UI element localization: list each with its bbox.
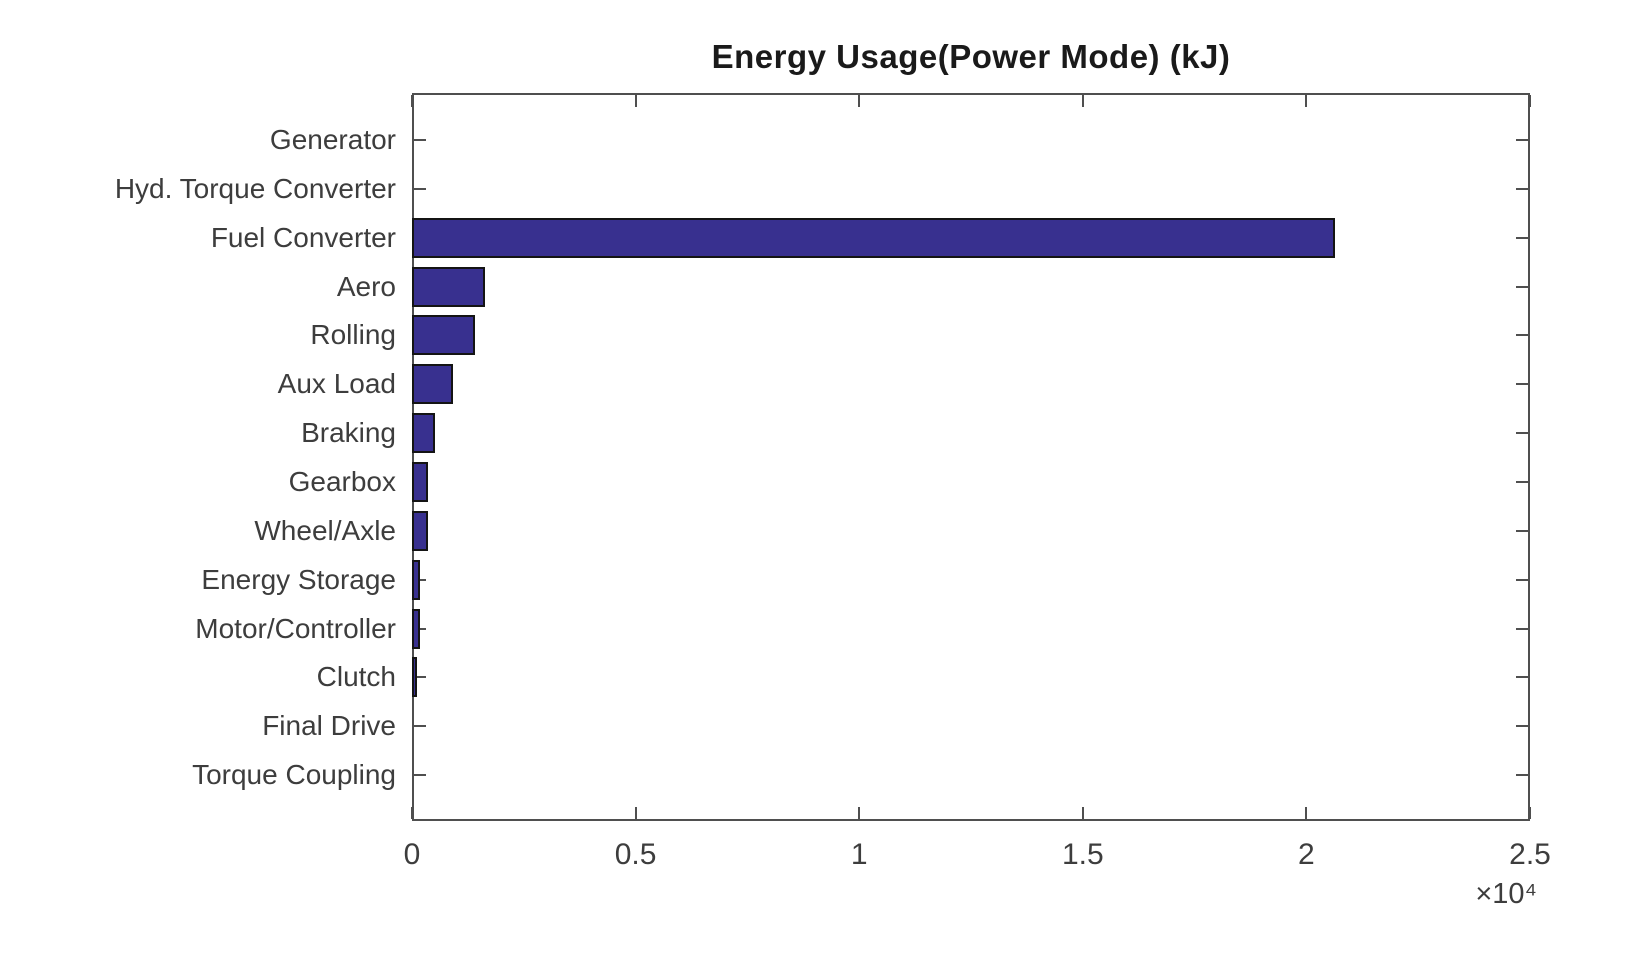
y-tick-mark-right bbox=[1516, 578, 1528, 581]
y-axis-label-hyd-torque-converter: Hyd. Torque Converter bbox=[114, 172, 396, 204]
y-axis-label-gearbox: Gearbox bbox=[288, 465, 396, 497]
x-tick-mark-top bbox=[634, 95, 637, 107]
y-axis-label-braking: Braking bbox=[301, 417, 396, 449]
bar-wheel-axle bbox=[412, 510, 428, 551]
y-tick-mark-left bbox=[414, 676, 426, 679]
y-tick-mark-right bbox=[1516, 725, 1528, 728]
y-tick-mark-right bbox=[1516, 529, 1528, 532]
bar-rolling bbox=[412, 315, 475, 356]
x-tick-mark-top bbox=[1305, 95, 1308, 107]
y-tick-mark-left bbox=[414, 139, 426, 141]
x-tick-mark-bottom bbox=[858, 807, 861, 819]
bar-braking bbox=[412, 413, 435, 454]
x-tick-label: 1 bbox=[850, 838, 868, 871]
x-tick-mark-top bbox=[1529, 95, 1531, 107]
y-tick-mark-right bbox=[1516, 480, 1528, 483]
bar-motor-controller bbox=[412, 608, 420, 649]
y-axis-label-aero: Aero bbox=[336, 270, 396, 302]
x-tick-mark-top bbox=[1081, 95, 1084, 107]
bar-fuel-converter bbox=[412, 217, 1335, 258]
y-axis-label-generator: Generator bbox=[269, 124, 396, 155]
x-tick-mark-top bbox=[858, 95, 861, 107]
y-axis-label-wheel-axle: Wheel/Axle bbox=[254, 514, 396, 546]
y-tick-mark-right bbox=[1516, 383, 1528, 386]
bar-energy-storage bbox=[412, 559, 420, 600]
y-axis-label-clutch: Clutch bbox=[316, 661, 396, 693]
bar-aero bbox=[412, 266, 485, 307]
y-axis-label-fuel-converter: Fuel Converter bbox=[210, 221, 396, 253]
bar-aux-load bbox=[412, 364, 453, 405]
y-tick-mark-right bbox=[1516, 676, 1528, 679]
y-tick-mark-left bbox=[414, 627, 426, 630]
bar-gearbox bbox=[412, 461, 428, 502]
x-tick-mark-bottom bbox=[1081, 807, 1084, 819]
y-tick-mark-left bbox=[414, 578, 426, 581]
x-tick-mark-bottom bbox=[1529, 807, 1531, 819]
y-axis-label-energy-storage: Energy Storage bbox=[201, 563, 396, 595]
plot-area bbox=[412, 93, 1530, 821]
y-tick-mark-right bbox=[1516, 236, 1528, 239]
y-tick-mark-right bbox=[1516, 334, 1528, 337]
chart-title: Energy Usage(Power Mode) (kJ) bbox=[711, 38, 1231, 75]
x-tick-label: 0 bbox=[403, 838, 421, 871]
x-tick-label: 2.5 bbox=[1509, 838, 1551, 871]
y-tick-mark-left bbox=[414, 187, 426, 190]
y-tick-mark-right bbox=[1516, 187, 1528, 190]
y-axis-label-torque-coupling: Torque Coupling bbox=[192, 759, 396, 791]
x-axis-multiplier-label: ×10⁴ bbox=[1475, 878, 1537, 910]
x-tick-mark-bottom bbox=[1305, 807, 1308, 819]
y-axis-label-rolling: Rolling bbox=[310, 319, 396, 351]
y-tick-mark-left bbox=[414, 774, 426, 777]
y-tick-mark-left bbox=[414, 725, 426, 728]
y-axis-label-aux-load: Aux Load bbox=[277, 368, 396, 400]
y-tick-mark-right bbox=[1516, 627, 1528, 630]
y-tick-mark-right bbox=[1516, 139, 1528, 141]
y-axis-label-final-drive: Final Drive bbox=[262, 710, 396, 742]
x-tick-label: 1.5 bbox=[1061, 838, 1104, 871]
x-tick-mark-bottom bbox=[411, 807, 413, 819]
y-tick-mark-right bbox=[1516, 285, 1528, 288]
x-tick-label: 0.5 bbox=[614, 838, 657, 871]
y-tick-mark-right bbox=[1516, 774, 1528, 777]
x-tick-label: 2 bbox=[1298, 838, 1315, 871]
y-tick-mark-right bbox=[1516, 432, 1528, 435]
x-tick-mark-bottom bbox=[634, 807, 637, 819]
x-tick-mark-top bbox=[411, 95, 413, 107]
y-axis-label-motor-controller: Motor/Controller bbox=[195, 612, 396, 644]
bar-clutch bbox=[412, 657, 417, 698]
